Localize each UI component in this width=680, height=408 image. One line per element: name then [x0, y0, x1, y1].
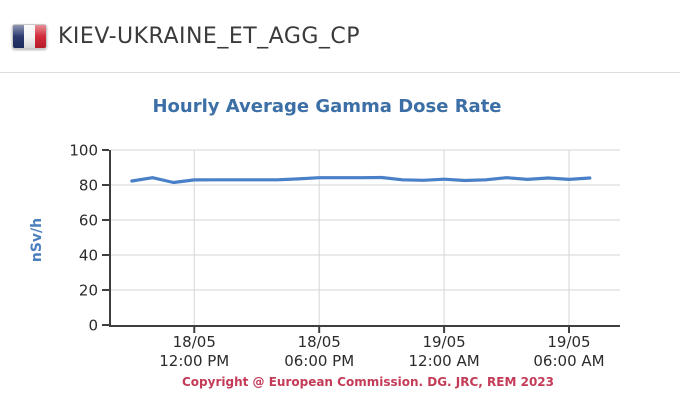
chart-plot-area: 0 20 40 60 80 100 18/05 12:00 PM 18/05 06:00 PM 19…	[29, 142, 620, 370]
y-tick-label: 80	[79, 177, 98, 195]
x-tick-label: 18/05 12:00 PM	[159, 333, 229, 370]
dose-rate-series-line	[130, 175, 592, 185]
x-tick-label: 19/05 12:00 AM	[408, 333, 479, 370]
y-tick-label: 100	[69, 142, 98, 160]
x-tick-label: 18/05 06:00 PM	[284, 333, 354, 370]
station-title: KIEV-UKRAINE_ET_AGG_CP	[58, 23, 361, 49]
y-axis-title: nSv/h	[29, 218, 45, 262]
chart-title: Hourly Average Gamma Dose Rate	[152, 96, 502, 117]
y-tick-label: 20	[79, 282, 98, 300]
copyright-text: Copyright @ European Commission. DG. JRC…	[181, 375, 554, 389]
french-flag-icon	[12, 23, 47, 49]
x-tick-label: 19/05 06:00 AM	[533, 333, 604, 370]
y-tick-label: 60	[79, 212, 98, 230]
dose-rate-chart: Hourly Average Gamma Dose Rate 0 20 40 60 80…	[0, 74, 680, 408]
header: KIEV-UKRAINE_ET_AGG_CP	[0, 0, 680, 73]
y-tick-label: 40	[79, 247, 98, 265]
y-tick-label: 0	[88, 317, 98, 335]
